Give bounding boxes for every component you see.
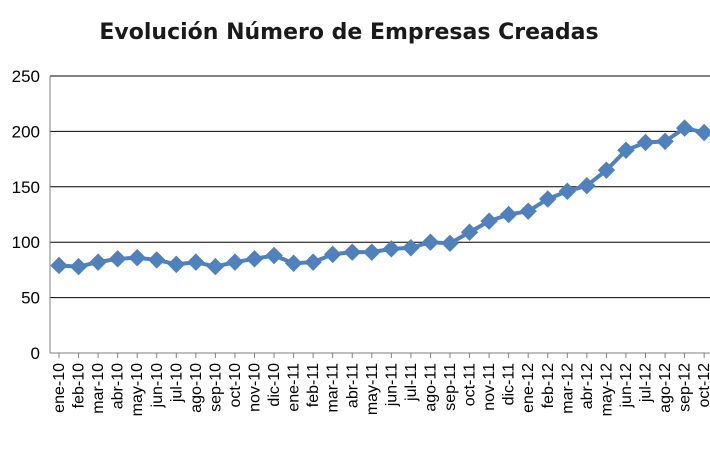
x-tick-label-jun-12: jun-12 xyxy=(618,363,635,409)
data-point-mar-12 xyxy=(558,182,577,200)
data-point-jun-10 xyxy=(148,251,166,269)
x-tick-label-sep-11: sep-11 xyxy=(442,363,459,411)
x-tick-label-jun-10: jun-10 xyxy=(149,363,166,409)
data-point-abr-12 xyxy=(578,176,596,195)
data-point-oct-10 xyxy=(226,253,244,271)
x-tick-label-jul-11: jul-11 xyxy=(403,363,420,402)
x-tick-label-feb-12: feb-12 xyxy=(540,363,557,408)
y-tick-label-0: 0 xyxy=(31,344,40,363)
data-point-may-11 xyxy=(363,243,381,261)
data-point-mar-11 xyxy=(323,245,342,264)
data-point-ago-12 xyxy=(656,132,674,151)
x-tick-label-sep-10: sep-10 xyxy=(207,363,224,412)
data-point-jul-10 xyxy=(167,255,186,274)
data-point-abr-11 xyxy=(343,243,361,261)
x-tick-label-jun-11: jun-11 xyxy=(383,363,400,407)
x-tick-label-mar-12: mar-12 xyxy=(559,363,576,414)
data-point-jul-12 xyxy=(636,133,655,152)
series-layer xyxy=(50,119,710,276)
x-tick-label-nov-10: nov-10 xyxy=(247,363,264,412)
data-point-sep-10 xyxy=(206,257,225,276)
chart-title: Evolución Número de Empresas Creadas xyxy=(99,20,598,45)
x-tick-label-oct-10: oct-10 xyxy=(227,363,244,408)
data-point-jun-12 xyxy=(617,141,635,159)
y-tick-label-200: 200 xyxy=(12,122,40,141)
x-tick-label-ene-12: ene-12 xyxy=(520,363,537,413)
data-point-sep-11 xyxy=(441,234,459,253)
y-tick-label-150: 150 xyxy=(12,178,40,197)
data-point-jun-11 xyxy=(382,240,401,258)
data-point-dic-11 xyxy=(499,205,518,224)
y-axis-tick-labels: 0 50 100 150 200 250 xyxy=(12,67,40,363)
y-tick-label-250: 250 xyxy=(12,67,40,86)
data-point-nov-11 xyxy=(480,212,498,230)
data-point-feb-11 xyxy=(304,253,322,271)
data-point-oct-12 xyxy=(695,123,710,142)
data-point-feb-10 xyxy=(69,257,88,276)
x-tick-label-ago-12: ago-12 xyxy=(657,363,674,413)
x-tick-label-abr-10: abr-10 xyxy=(110,363,127,409)
data-point-ene-10 xyxy=(50,256,68,275)
data-point-mar-10 xyxy=(89,253,107,271)
x-tick-label-may-12: may-12 xyxy=(598,363,615,416)
x-tick-label-dic-11: dic-11 xyxy=(501,363,518,405)
data-point-feb-12 xyxy=(539,190,557,208)
axes xyxy=(49,76,710,358)
x-tick-label-oct-12: oct-12 xyxy=(696,363,710,408)
data-point-dic-10 xyxy=(265,246,283,265)
data-point-jul-11 xyxy=(402,239,420,257)
data-point-ago-11 xyxy=(421,233,440,251)
x-tick-label-ene-10: ene-10 xyxy=(51,363,68,413)
x-tick-label-abr-11: abr-11 xyxy=(344,363,361,408)
data-point-may-10 xyxy=(128,249,146,267)
x-tick-label-may-10: may-10 xyxy=(129,363,146,416)
data-point-oct-11 xyxy=(460,223,479,241)
data-point-ene-12 xyxy=(519,202,537,220)
x-tick-label-mar-11: mar-11 xyxy=(325,363,342,413)
x-tick-label-jul-10: jul-10 xyxy=(168,363,185,403)
x-tick-label-sep-12: sep-12 xyxy=(677,363,694,412)
data-point-abr-10 xyxy=(108,250,127,268)
data-point-ene-11 xyxy=(284,254,303,272)
x-tick-label-nov-11: nov-11 xyxy=(481,363,498,411)
x-tick-label-may-11: may-11 xyxy=(364,363,381,415)
data-point-sep-12 xyxy=(675,119,694,137)
gridlines xyxy=(50,75,710,299)
x-tick-label-jul-12: jul-12 xyxy=(638,363,655,403)
x-tick-label-feb-11: feb-11 xyxy=(305,363,322,407)
x-axis-tick-labels: ene-10 feb-10 mar-10 abr-10 may-10 jun-10 jul-… xyxy=(51,363,710,416)
x-tick-label-oct-11: oct-11 xyxy=(462,363,479,406)
y-tick-label-50: 50 xyxy=(21,289,40,308)
x-tick-label-abr-12: abr-12 xyxy=(579,363,596,409)
x-tick-label-ago-10: ago-10 xyxy=(188,363,205,413)
x-tick-label-dic-10: dic-10 xyxy=(266,363,283,407)
series-line-0 xyxy=(58,126,705,269)
y-tick-label-100: 100 xyxy=(12,233,40,252)
data-point-nov-10 xyxy=(245,250,264,268)
data-point-ago-10 xyxy=(187,253,205,271)
data-point-may-12 xyxy=(597,161,616,179)
x-tick-label-feb-10: feb-10 xyxy=(71,363,88,408)
x-tick-label-ago-11: ago-11 xyxy=(422,363,439,412)
x-tick-label-mar-10: mar-10 xyxy=(90,363,107,414)
x-tick-label-ene-11: ene-11 xyxy=(286,363,303,412)
